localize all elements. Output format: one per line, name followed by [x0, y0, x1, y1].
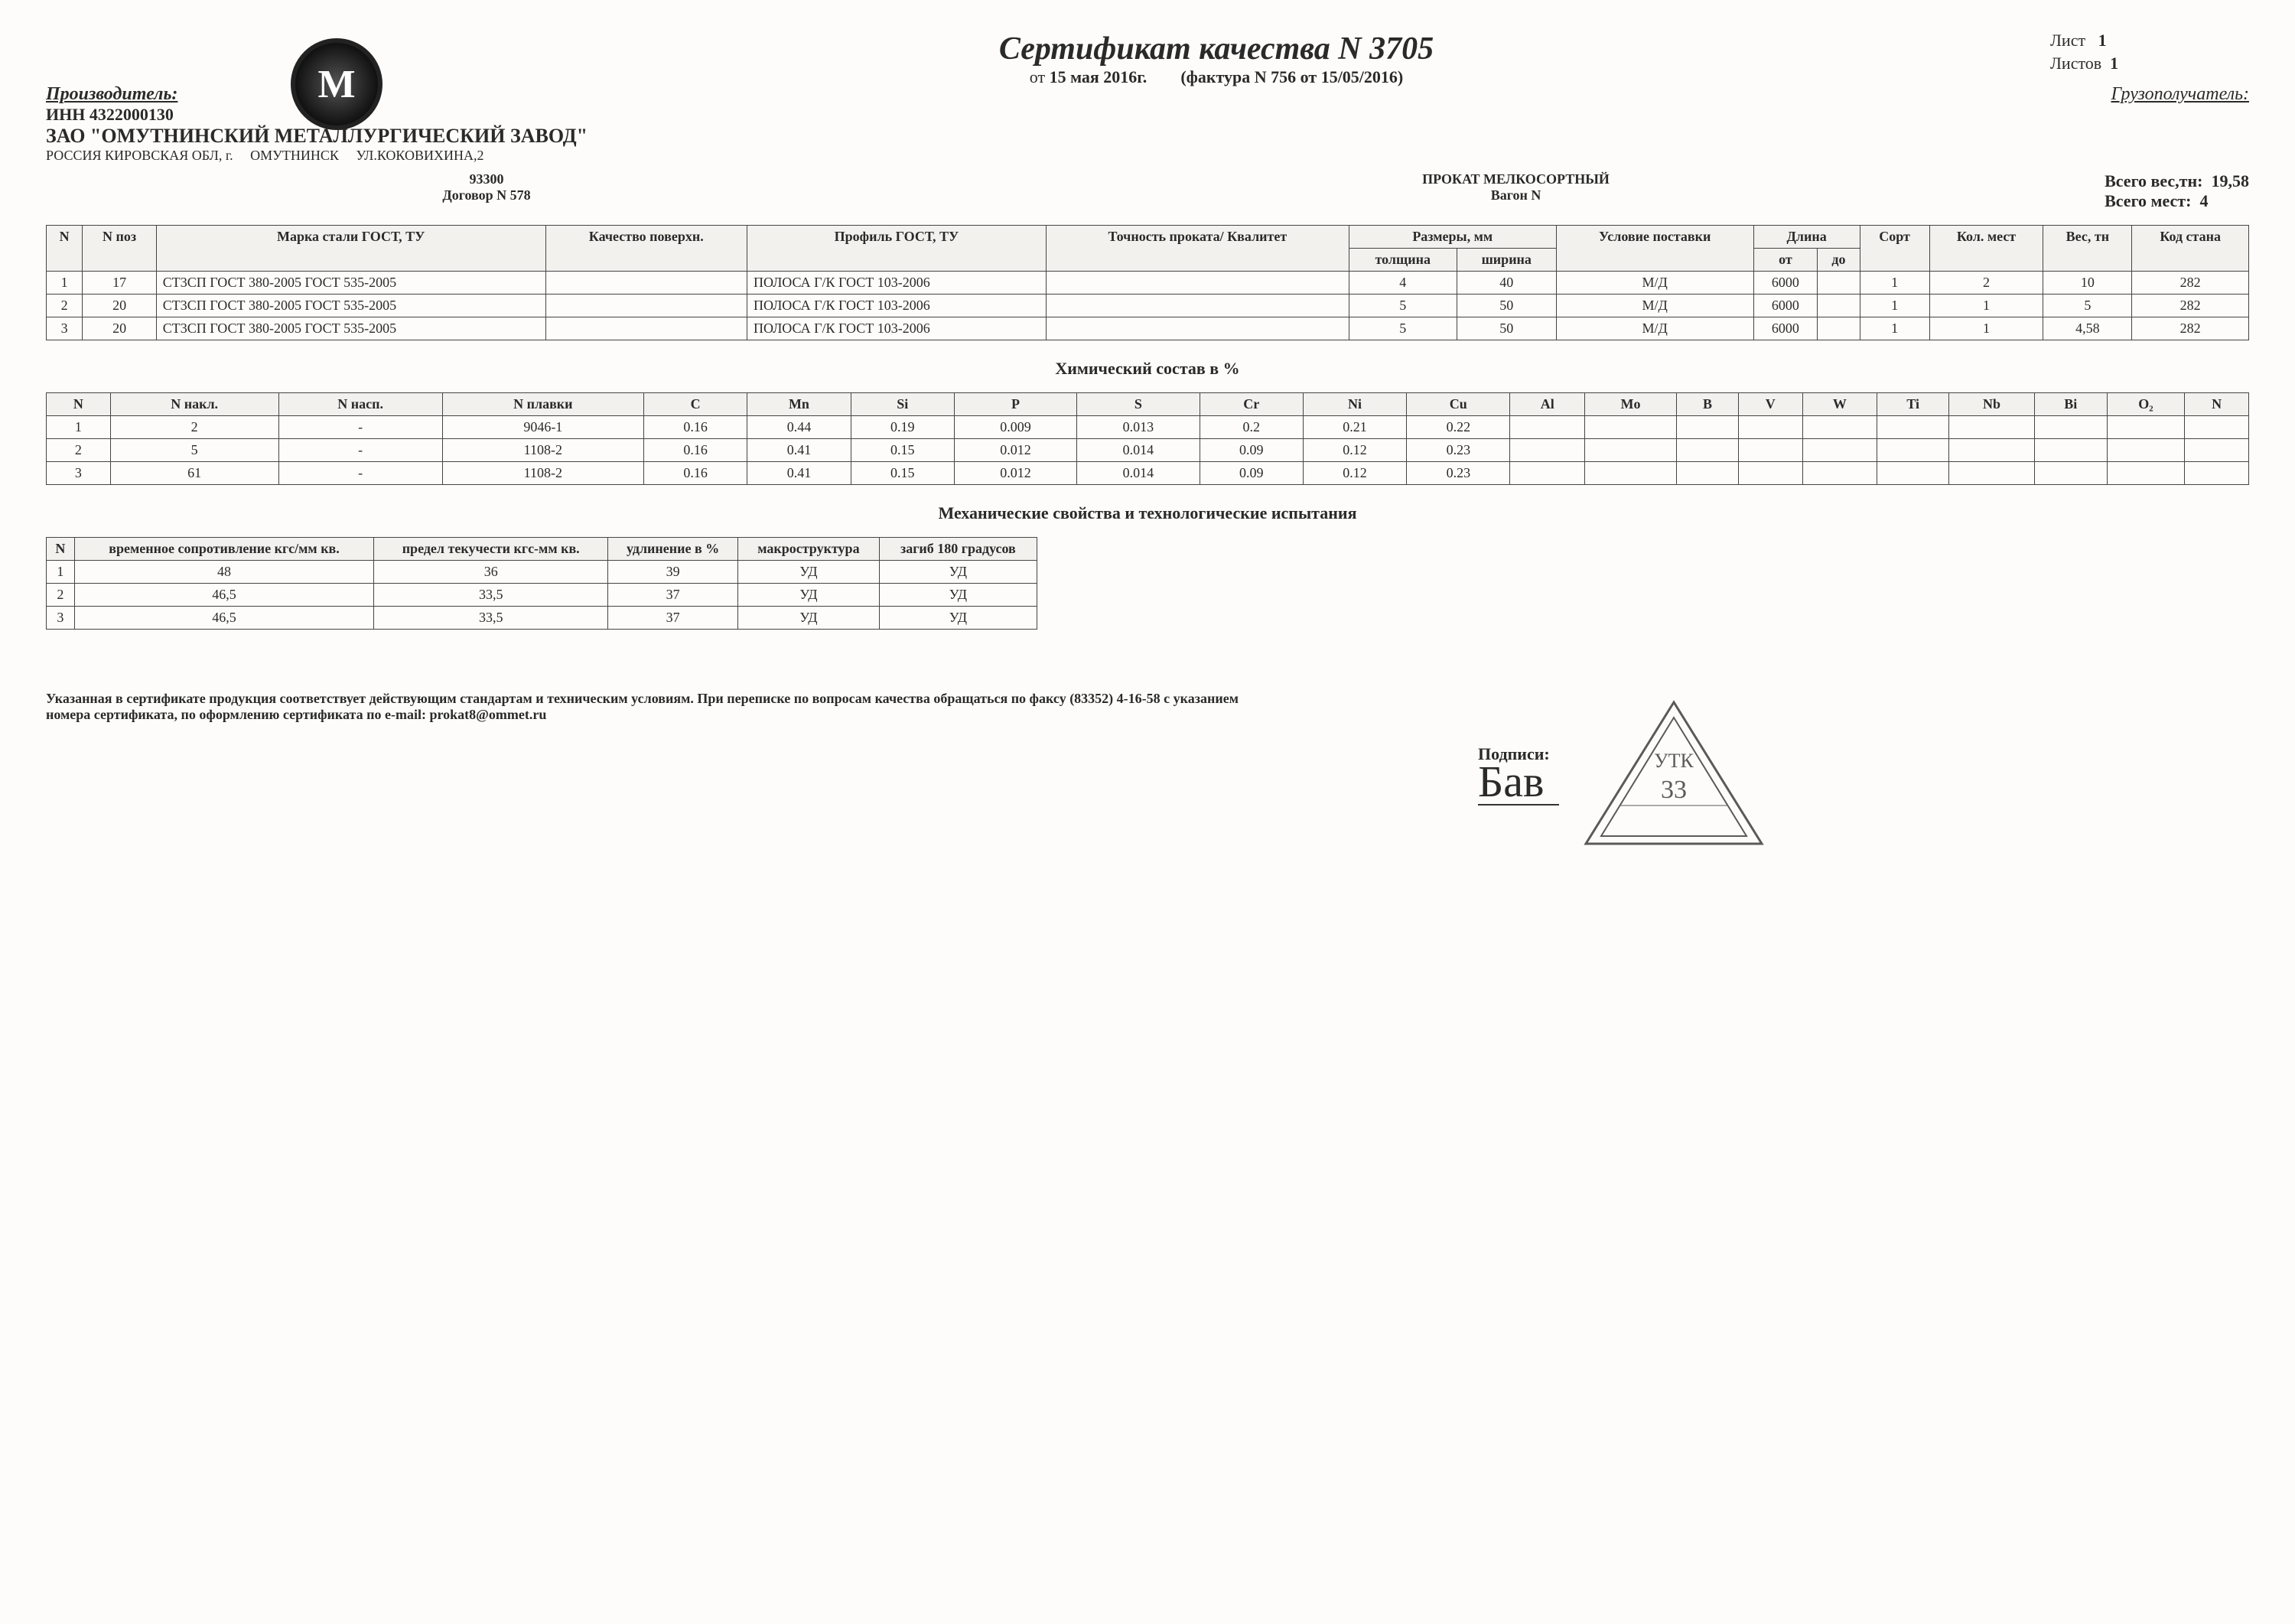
table-row: 220СТ3СП ГОСТ 380-2005 ГОСТ 535-2005ПОЛО…: [47, 295, 2249, 317]
table-row: 25-1108-20.160.410.150.0120.0140.090.120…: [47, 439, 2249, 462]
producer-inn: ИНН 4322000130: [46, 105, 588, 125]
cert-title: Сертификат качества N 3705: [382, 31, 2050, 67]
producer-address: РОССИЯ КИРОВСКАЯ ОБЛ, г. ОМУТНИНСК УЛ.КО…: [46, 148, 588, 164]
cert-subtitle: от 15 мая 2016г. (фактура N 756 от 15/05…: [382, 67, 2050, 87]
producer-label: Производитель:: [46, 84, 588, 105]
table-row: 117СТ3СП ГОСТ 380-2005 ГОСТ 535-2005ПОЛО…: [47, 272, 2249, 295]
svg-text:УТК: УТК: [1655, 750, 1694, 772]
svg-text:33: 33: [1661, 776, 1687, 804]
title-block: Сертификат качества N 3705 от 15 мая 201…: [382, 31, 2050, 87]
wagon-number: Вагон N: [1186, 187, 1847, 203]
producer-company: ЗАО "ОМУТНИНСКИЙ МЕТАЛЛУРГИЧЕСКИЙ ЗАВОД": [46, 125, 588, 148]
producer-zip: 93300: [46, 171, 927, 187]
disclaimer-text: Указанная в сертификате продукция соотве…: [46, 691, 1258, 723]
stamp-icon: УТК 33: [1574, 691, 1773, 859]
table-row: 361-1108-20.160.410.150.0120.0140.090.12…: [47, 462, 2249, 485]
mech-title: Механические свойства и технологические …: [46, 503, 2249, 523]
mech-table: Nвременное сопротивление кгс/мм кв.преде…: [46, 537, 1037, 630]
table-row: 1483639УДУД: [47, 561, 1037, 584]
table-row: 346,533,537УДУД: [47, 607, 1037, 630]
contract-row: 93300 Договор N 578 ПРОКАТ МЕЛКОСОРТНЫЙ …: [46, 171, 2249, 211]
table-row: 12-9046-10.160.440.190.0090.0130.20.210.…: [47, 416, 2249, 439]
contract-number: Договор N 578: [46, 187, 927, 203]
footer-row: Указанная в сертификате продукция соотве…: [46, 691, 2249, 859]
product-type: ПРОКАТ МЕЛКОСОРТНЫЙ: [1186, 171, 1847, 187]
totals-block: Всего вес,тн: 19,58 Всего мест: 4: [2105, 171, 2249, 211]
main-table: N N поз Марка стали ГОСТ, ТУ Качество по…: [46, 225, 2249, 340]
chem-table: NN накл.N насп.N плавкиCMnSiPSCrNiCuAlMo…: [46, 392, 2249, 485]
signature-block: Подписи: Бав УТК 33: [1478, 691, 2249, 859]
chem-title: Химический состав в %: [46, 359, 2249, 379]
signature-scribble: Бав: [1478, 764, 1559, 805]
table-row: 320СТ3СП ГОСТ 380-2005 ГОСТ 535-2005ПОЛО…: [47, 317, 2249, 340]
table-row: 246,533,537УДУД: [47, 584, 1037, 607]
page-info: Лист 1 Листов 1: [2050, 31, 2249, 76]
producer-details: Производитель: ИНН 4322000130 ЗАО "ОМУТН…: [46, 84, 588, 164]
recipient-label: Грузополучатель:: [2066, 84, 2249, 164]
